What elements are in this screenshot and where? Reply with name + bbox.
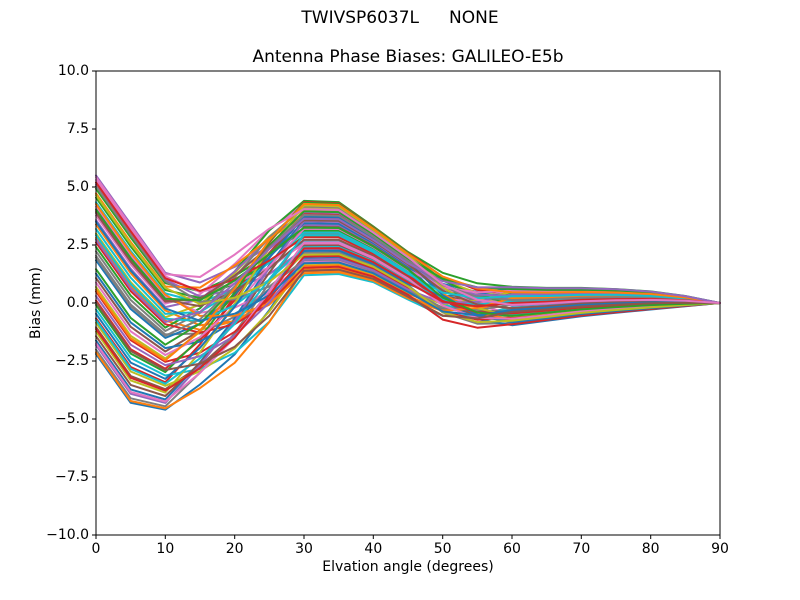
series-line — [95, 176, 721, 306]
y-tick-label: 0.0 — [66, 295, 89, 311]
series-line — [95, 214, 721, 337]
x-tick-label: 70 — [572, 541, 591, 557]
series-line — [95, 220, 721, 322]
y-tick-label: −7.5 — [55, 469, 89, 485]
suptitle-none-text: NONE — [449, 8, 499, 28]
series-line — [95, 203, 721, 317]
x-tick-label: 20 — [225, 541, 244, 557]
y-tick-label: 5.0 — [66, 179, 89, 195]
series-line — [95, 234, 721, 385]
x-axis-label: Elvation angle (degrees) — [322, 559, 494, 575]
x-tick-label: 90 — [711, 541, 729, 557]
axes-spines — [95, 70, 721, 536]
x-tick-label: 0 — [91, 541, 101, 557]
axes-title: Antenna Phase Biases: GALILEO-E5b — [252, 47, 564, 67]
y-tick-label: 10.0 — [57, 63, 89, 79]
series-line — [95, 208, 721, 317]
y-tick-label: −10.0 — [46, 527, 89, 543]
y-tick-label: −5.0 — [55, 411, 89, 427]
x-tick-label: 10 — [156, 541, 175, 557]
x-tick-label: 50 — [433, 541, 452, 557]
series-line — [95, 241, 721, 334]
suptitle-station-text: TWIVSP6037L — [301, 8, 420, 28]
y-tick-label: 2.5 — [66, 237, 89, 253]
x-tick-label: 60 — [503, 541, 521, 557]
x-tick-label: 80 — [641, 541, 660, 557]
x-tick-label: 30 — [295, 541, 313, 557]
y-tick-label: −2.5 — [55, 353, 89, 369]
series-line — [95, 210, 721, 346]
y-tick-label: 7.5 — [66, 121, 89, 137]
series-line — [95, 247, 721, 392]
x-tick-label: 40 — [364, 541, 383, 557]
series-line — [95, 241, 721, 403]
series-line — [95, 257, 721, 367]
suptitle: TWIVSP6037L NONE — [0, 9, 800, 28]
series-line — [95, 194, 721, 324]
series-line — [95, 268, 721, 371]
series-line — [95, 202, 721, 362]
series-line — [95, 217, 721, 324]
